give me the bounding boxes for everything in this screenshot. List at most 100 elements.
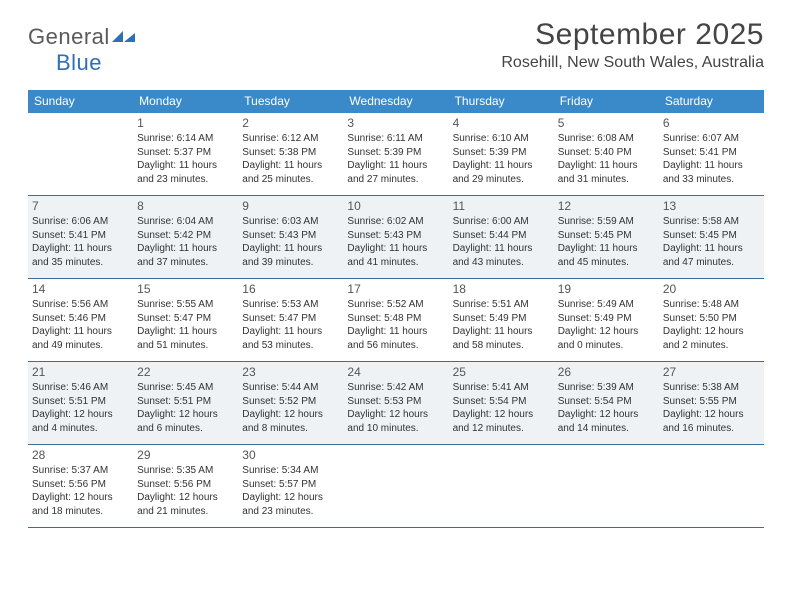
daylight-line: Daylight: 11 hours and 35 minutes. [32, 242, 129, 269]
sunset-line: Sunset: 5:40 PM [558, 146, 655, 160]
title-block: September 2025 Rosehill, New South Wales… [501, 18, 764, 72]
day-number: 27 [663, 364, 760, 380]
day-number: 6 [663, 115, 760, 131]
daylight-line: Daylight: 11 hours and 25 minutes. [242, 159, 339, 186]
daylight-line: Daylight: 12 hours and 10 minutes. [347, 408, 444, 435]
day-number: 21 [32, 364, 129, 380]
day-cell: 26Sunrise: 5:39 AMSunset: 5:54 PMDayligh… [554, 362, 659, 444]
daylight-line: Daylight: 12 hours and 8 minutes. [242, 408, 339, 435]
sunset-line: Sunset: 5:52 PM [242, 395, 339, 409]
weekday-header-cell: Tuesday [238, 90, 343, 113]
page-title: September 2025 [501, 18, 764, 52]
day-number: 8 [137, 198, 234, 214]
daylight-line: Daylight: 11 hours and 23 minutes. [137, 159, 234, 186]
sunset-line: Sunset: 5:42 PM [137, 229, 234, 243]
sunrise-line: Sunrise: 5:42 AM [347, 381, 444, 395]
sunset-line: Sunset: 5:54 PM [558, 395, 655, 409]
daylight-line: Daylight: 11 hours and 53 minutes. [242, 325, 339, 352]
day-number: 9 [242, 198, 339, 214]
sunrise-line: Sunrise: 5:53 AM [242, 298, 339, 312]
sunset-line: Sunset: 5:56 PM [32, 478, 129, 492]
sunrise-line: Sunrise: 5:52 AM [347, 298, 444, 312]
daylight-line: Daylight: 11 hours and 56 minutes. [347, 325, 444, 352]
day-cell: 23Sunrise: 5:44 AMSunset: 5:52 PMDayligh… [238, 362, 343, 444]
daylight-line: Daylight: 11 hours and 45 minutes. [558, 242, 655, 269]
sunrise-line: Sunrise: 5:49 AM [558, 298, 655, 312]
weekday-header-cell: Monday [133, 90, 238, 113]
logo: General Blue [28, 18, 136, 76]
day-cell: 1Sunrise: 6:14 AMSunset: 5:37 PMDaylight… [133, 113, 238, 195]
day-cell: 19Sunrise: 5:49 AMSunset: 5:49 PMDayligh… [554, 279, 659, 361]
daylight-line: Daylight: 11 hours and 49 minutes. [32, 325, 129, 352]
day-number: 4 [453, 115, 550, 131]
sunset-line: Sunset: 5:51 PM [137, 395, 234, 409]
day-number: 28 [32, 447, 129, 463]
sunrise-line: Sunrise: 5:48 AM [663, 298, 760, 312]
sunrise-line: Sunrise: 5:45 AM [137, 381, 234, 395]
day-cell: 24Sunrise: 5:42 AMSunset: 5:53 PMDayligh… [343, 362, 448, 444]
sunrise-line: Sunrise: 6:08 AM [558, 132, 655, 146]
sunset-line: Sunset: 5:49 PM [558, 312, 655, 326]
day-cell: 4Sunrise: 6:10 AMSunset: 5:39 PMDaylight… [449, 113, 554, 195]
sunrise-line: Sunrise: 5:46 AM [32, 381, 129, 395]
day-cell: 18Sunrise: 5:51 AMSunset: 5:49 PMDayligh… [449, 279, 554, 361]
week-row: 28Sunrise: 5:37 AMSunset: 5:56 PMDayligh… [28, 445, 764, 528]
day-number: 2 [242, 115, 339, 131]
weekday-header-cell: Friday [554, 90, 659, 113]
empty-cell [449, 445, 554, 527]
sunset-line: Sunset: 5:51 PM [32, 395, 129, 409]
week-row: 14Sunrise: 5:56 AMSunset: 5:46 PMDayligh… [28, 279, 764, 362]
day-cell: 15Sunrise: 5:55 AMSunset: 5:47 PMDayligh… [133, 279, 238, 361]
day-cell: 6Sunrise: 6:07 AMSunset: 5:41 PMDaylight… [659, 113, 764, 195]
sunset-line: Sunset: 5:53 PM [347, 395, 444, 409]
day-number: 13 [663, 198, 760, 214]
day-cell: 2Sunrise: 6:12 AMSunset: 5:38 PMDaylight… [238, 113, 343, 195]
daylight-line: Daylight: 12 hours and 23 minutes. [242, 491, 339, 518]
daylight-line: Daylight: 11 hours and 51 minutes. [137, 325, 234, 352]
calendar: SundayMondayTuesdayWednesdayThursdayFrid… [28, 90, 764, 528]
sunset-line: Sunset: 5:55 PM [663, 395, 760, 409]
daylight-line: Daylight: 11 hours and 29 minutes. [453, 159, 550, 186]
day-cell: 30Sunrise: 5:34 AMSunset: 5:57 PMDayligh… [238, 445, 343, 527]
daylight-line: Daylight: 12 hours and 6 minutes. [137, 408, 234, 435]
daylight-line: Daylight: 12 hours and 4 minutes. [32, 408, 129, 435]
day-number: 12 [558, 198, 655, 214]
logo-text-block: General Blue [28, 24, 136, 76]
sunset-line: Sunset: 5:48 PM [347, 312, 444, 326]
day-cell: 28Sunrise: 5:37 AMSunset: 5:56 PMDayligh… [28, 445, 133, 527]
daylight-line: Daylight: 12 hours and 0 minutes. [558, 325, 655, 352]
weekday-header-cell: Saturday [659, 90, 764, 113]
day-number: 16 [242, 281, 339, 297]
sunrise-line: Sunrise: 5:35 AM [137, 464, 234, 478]
sunset-line: Sunset: 5:39 PM [453, 146, 550, 160]
sunrise-line: Sunrise: 6:07 AM [663, 132, 760, 146]
daylight-line: Daylight: 11 hours and 41 minutes. [347, 242, 444, 269]
empty-cell [343, 445, 448, 527]
sunrise-line: Sunrise: 6:00 AM [453, 215, 550, 229]
sunrise-line: Sunrise: 6:02 AM [347, 215, 444, 229]
day-number: 7 [32, 198, 129, 214]
week-row: 21Sunrise: 5:46 AMSunset: 5:51 PMDayligh… [28, 362, 764, 445]
sunrise-line: Sunrise: 5:37 AM [32, 464, 129, 478]
empty-cell [554, 445, 659, 527]
sunrise-line: Sunrise: 6:06 AM [32, 215, 129, 229]
page-subtitle: Rosehill, New South Wales, Australia [501, 54, 764, 72]
page: General Blue September 2025 Rosehill, Ne… [0, 0, 792, 612]
sunrise-line: Sunrise: 5:34 AM [242, 464, 339, 478]
day-cell: 9Sunrise: 6:03 AMSunset: 5:43 PMDaylight… [238, 196, 343, 278]
sunset-line: Sunset: 5:37 PM [137, 146, 234, 160]
daylight-line: Daylight: 12 hours and 18 minutes. [32, 491, 129, 518]
daylight-line: Daylight: 12 hours and 12 minutes. [453, 408, 550, 435]
day-cell: 3Sunrise: 6:11 AMSunset: 5:39 PMDaylight… [343, 113, 448, 195]
day-number: 18 [453, 281, 550, 297]
weekday-header-cell: Wednesday [343, 90, 448, 113]
sunrise-line: Sunrise: 6:12 AM [242, 132, 339, 146]
day-cell: 20Sunrise: 5:48 AMSunset: 5:50 PMDayligh… [659, 279, 764, 361]
day-number: 15 [137, 281, 234, 297]
day-number: 11 [453, 198, 550, 214]
daylight-line: Daylight: 12 hours and 14 minutes. [558, 408, 655, 435]
day-number: 14 [32, 281, 129, 297]
day-number: 25 [453, 364, 550, 380]
day-number: 26 [558, 364, 655, 380]
daylight-line: Daylight: 12 hours and 2 minutes. [663, 325, 760, 352]
